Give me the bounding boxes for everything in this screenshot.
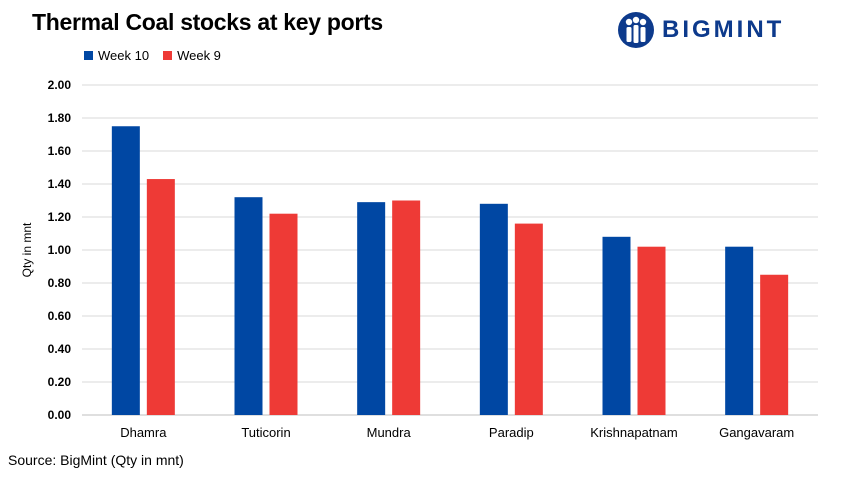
bar-week10-paradip <box>479 203 508 415</box>
bar-week9-dhamra <box>146 179 175 415</box>
legend-label-week10: Week 10 <box>98 48 150 63</box>
bar-week9-mundra <box>392 200 421 415</box>
x-tick-label: Krishnapatnam <box>590 425 677 440</box>
grid-layer <box>82 84 818 416</box>
legend-label-week9: Week 9 <box>177 48 221 63</box>
bigmint-logo: BIGMINT <box>616 10 784 50</box>
y-tick-labels: 0.00 0.20 0.40 0.60 0.80 1.00 1.20 1.40 1.60 1.80… <box>48 78 72 422</box>
bar-week9-tuticorin <box>269 213 298 415</box>
bar-week10-krishnapatnam <box>602 236 631 415</box>
bar-week9-gangavaram <box>760 274 789 415</box>
bar-week10-dhamra <box>111 126 140 415</box>
bigmint-logo-icon <box>618 12 654 48</box>
chart-legend: Week 10 Week 9 <box>84 48 235 63</box>
y-tick-label: 1.00 <box>48 243 72 257</box>
bigmint-logo-text: BIGMINT <box>662 16 785 43</box>
y-tick-label: 0.80 <box>48 276 72 290</box>
x-tick-labels: Dhamra Tuticorin Mundra Paradip Krishnapatna… <box>120 425 794 440</box>
y-tick-label: 1.80 <box>48 111 72 125</box>
y-tick-label: 1.20 <box>48 210 72 224</box>
y-tick-label: 0.00 <box>48 408 72 422</box>
bar-week9-paradip <box>514 223 543 415</box>
bar-week10-gangavaram <box>725 246 754 415</box>
legend-item-week10: Week 10 <box>84 48 149 63</box>
x-tick-label: Mundra <box>367 425 412 440</box>
bar-week10-tuticorin <box>234 197 263 415</box>
chart-title: Thermal Coal stocks at key ports <box>32 9 383 35</box>
x-tick-label: Paradip <box>489 425 534 440</box>
bar-week10-mundra <box>357 202 386 415</box>
y-tick-label: 0.60 <box>48 309 72 323</box>
y-tick-label: 0.20 <box>48 375 72 389</box>
y-tick-label: 1.60 <box>48 144 72 158</box>
source-note: Source: BigMint (Qty in mnt) <box>8 452 184 468</box>
y-tick-label: 1.40 <box>48 177 72 191</box>
legend-swatch-week10 <box>84 51 93 60</box>
legend-item-week9: Week 9 <box>163 48 221 63</box>
legend-swatch-week9 <box>163 51 173 60</box>
bar-week9-krishnapatnam <box>637 246 666 415</box>
x-tick-label: Gangavaram <box>719 425 794 440</box>
y-tick-label: 2.00 <box>48 78 72 92</box>
x-tick-label: Dhamra <box>120 425 167 440</box>
bars <box>111 126 789 415</box>
y-tick-label: 0.40 <box>48 342 72 356</box>
x-tick-label: Tuticorin <box>241 425 290 440</box>
